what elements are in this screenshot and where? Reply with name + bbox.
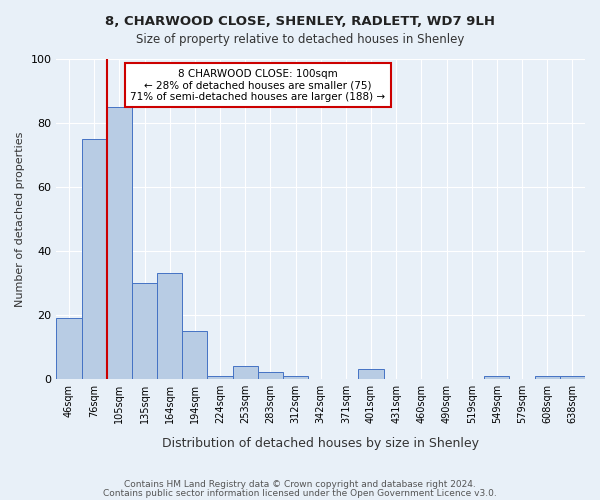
Bar bbox=[132, 283, 157, 379]
Text: Contains HM Land Registry data © Crown copyright and database right 2024.: Contains HM Land Registry data © Crown c… bbox=[124, 480, 476, 489]
Bar bbox=[56, 318, 82, 379]
Bar bbox=[484, 376, 509, 379]
Bar bbox=[258, 372, 283, 379]
Bar bbox=[208, 376, 233, 379]
Text: 8 CHARWOOD CLOSE: 100sqm
← 28% of detached houses are smaller (75)
71% of semi-d: 8 CHARWOOD CLOSE: 100sqm ← 28% of detach… bbox=[130, 68, 385, 102]
Bar bbox=[233, 366, 258, 379]
Y-axis label: Number of detached properties: Number of detached properties bbox=[15, 131, 25, 306]
X-axis label: Distribution of detached houses by size in Shenley: Distribution of detached houses by size … bbox=[162, 437, 479, 450]
Bar bbox=[283, 376, 308, 379]
Bar bbox=[107, 107, 132, 379]
Bar bbox=[82, 139, 107, 379]
Text: Size of property relative to detached houses in Shenley: Size of property relative to detached ho… bbox=[136, 32, 464, 46]
Text: Contains public sector information licensed under the Open Government Licence v3: Contains public sector information licen… bbox=[103, 488, 497, 498]
Bar bbox=[535, 376, 560, 379]
Text: 8, CHARWOOD CLOSE, SHENLEY, RADLETT, WD7 9LH: 8, CHARWOOD CLOSE, SHENLEY, RADLETT, WD7… bbox=[105, 15, 495, 28]
Bar bbox=[358, 370, 383, 379]
Bar bbox=[182, 331, 208, 379]
Bar bbox=[560, 376, 585, 379]
Bar bbox=[157, 274, 182, 379]
